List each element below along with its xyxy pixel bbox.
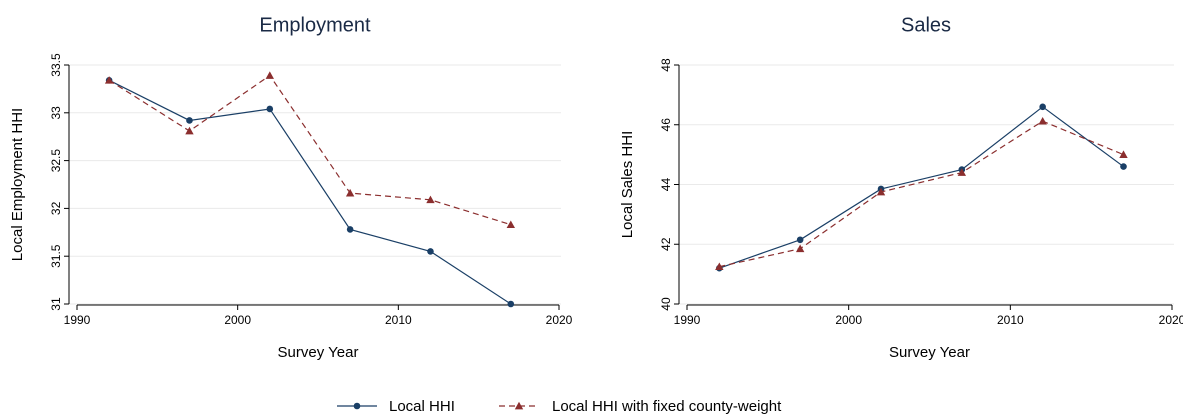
x-tick-label: 1990	[64, 313, 91, 327]
data-point-local-hhi	[346, 226, 354, 233]
data-point-fixed-weight	[795, 244, 805, 253]
legend-marker-fixed-weight	[514, 401, 524, 410]
y-tick-label: 44	[659, 178, 673, 192]
chart-title: Employment	[259, 14, 371, 36]
chart-title: Sales	[901, 14, 951, 36]
y-tick-label: 42	[659, 237, 673, 251]
data-point-local-hhi	[1120, 163, 1127, 170]
data-point-fixed-weight	[185, 126, 194, 135]
x-tick-label: 2020	[546, 313, 573, 327]
y-tick-label: 48	[659, 58, 673, 72]
data-point-local-hhi	[427, 248, 434, 255]
legend-label-local-hhi: Local HHI	[389, 398, 455, 415]
y-axis-label: Local Sales HHI	[619, 131, 636, 239]
panel-sales: Sales 40 42 44 46 48 1990 2000 2010 2020 Survey Ye…	[619, 14, 1183, 361]
x-tick-label: 2010	[997, 313, 1024, 327]
data-point-local-hhi	[796, 236, 804, 244]
y-tick-label: 32	[49, 201, 63, 215]
x-axis-label: Survey Year	[278, 344, 359, 361]
x-tick-label: 2020	[1159, 313, 1183, 327]
y-tick-label: 33	[49, 106, 63, 120]
panel-employment: Employment 31 31.5 32 32.5 33 33.5 1990 2000 2010…	[9, 14, 573, 361]
series-line-local-hhi	[719, 106, 1124, 269]
x-tick-label: 2000	[224, 313, 251, 327]
data-point-fixed-weight	[1119, 150, 1128, 158]
series-line-fixed-weight	[719, 120, 1124, 268]
y-tick-label: 46	[659, 118, 673, 132]
x-tick-label: 2010	[385, 313, 412, 327]
y-tick-label: 40	[659, 297, 673, 311]
x-tick-label: 1990	[674, 313, 701, 327]
y-tick-label: 32.5	[49, 149, 63, 173]
y-tick-label: 31	[49, 297, 63, 311]
series-line-local-hhi	[108, 79, 512, 305]
data-point-fixed-weight	[957, 168, 967, 176]
x-tick-label: 2000	[835, 313, 862, 327]
data-point-local-hhi	[186, 117, 193, 124]
legend-label-fixed-weight: Local HHI with fixed county-weight	[552, 398, 782, 415]
data-point-fixed-weight	[265, 71, 274, 79]
data-point-fixed-weight	[506, 220, 515, 229]
series-line-fixed-weight	[108, 74, 511, 226]
data-point-fixed-weight	[715, 262, 724, 271]
data-point-fixed-weight	[426, 195, 435, 204]
data-point-fixed-weight	[1038, 116, 1047, 125]
legend: Local HHI Local HHI with fixed county-wei…	[337, 398, 782, 415]
x-axis-label: Survey Year	[889, 344, 970, 361]
data-point-local-hhi	[266, 105, 274, 113]
data-point-fixed-weight	[104, 76, 114, 84]
data-point-local-hhi	[1039, 103, 1046, 111]
data-point-local-hhi	[507, 300, 515, 308]
y-axis-label: Local Employment HHI	[9, 108, 26, 261]
y-tick-label: 33.5	[49, 53, 63, 77]
legend-marker-local-hhi	[353, 402, 361, 410]
data-point-fixed-weight	[345, 188, 355, 197]
y-tick-label: 31.5	[49, 244, 63, 268]
data-point-fixed-weight	[876, 187, 886, 196]
